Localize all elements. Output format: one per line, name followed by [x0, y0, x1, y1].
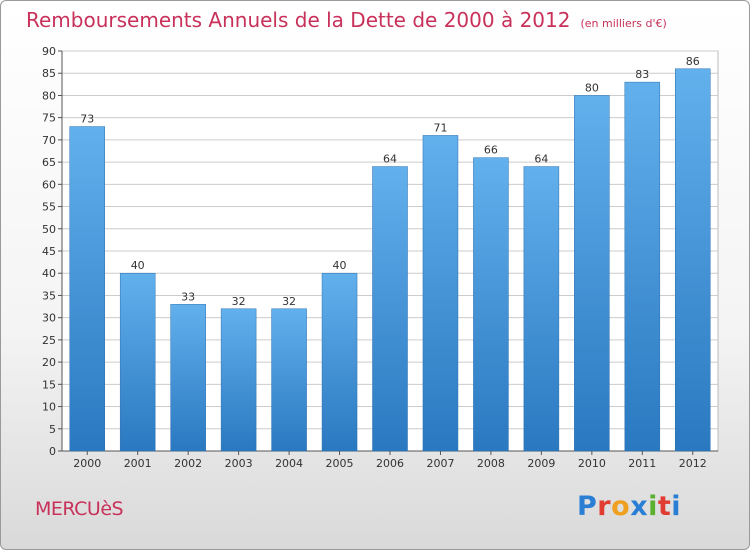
commune-name: MERCUèS: [35, 498, 124, 520]
bar-value-label: 83: [635, 68, 649, 81]
proxiti-logo: Proxiti: [577, 491, 681, 522]
x-tick-label: 2006: [376, 457, 404, 470]
y-tick-label: 0: [49, 445, 56, 458]
bar-value-label: 64: [383, 153, 397, 166]
bar-value-label: 32: [232, 295, 246, 308]
y-tick-label: 75: [42, 112, 56, 125]
logo-letter: o: [611, 491, 631, 522]
y-tick-label: 80: [42, 89, 56, 102]
chart-title-text: Remboursements Annuels de la Dette de 20…: [26, 8, 571, 32]
logo-letter: P: [577, 491, 598, 522]
bar: [271, 308, 307, 452]
bar-value-label: 73: [80, 113, 94, 126]
chart-subtitle: (en milliers d'€): [580, 17, 667, 30]
bar: [372, 166, 408, 452]
bar-value-label: 33: [181, 290, 195, 303]
x-tick-label: 2009: [527, 457, 555, 470]
y-tick-label: 40: [42, 267, 56, 280]
logo-letter: i: [648, 491, 658, 522]
y-tick-label: 10: [42, 401, 56, 414]
y-tick-label: 25: [42, 334, 56, 347]
y-tick-label: 60: [42, 178, 56, 191]
y-tick-label: 35: [42, 289, 56, 302]
bar: [321, 272, 358, 452]
y-tick-label: 20: [42, 356, 56, 369]
y-tick-label: 50: [42, 223, 56, 236]
x-tick-label: 2004: [275, 457, 303, 470]
x-tick-label: 2010: [578, 457, 606, 470]
x-tick-label: 2000: [73, 457, 101, 470]
bar-value-label: 71: [433, 121, 447, 134]
bar-value-label: 80: [585, 81, 599, 94]
x-tick-label: 2012: [679, 457, 707, 470]
bar: [675, 68, 711, 452]
bar-value-label: 40: [131, 259, 145, 272]
chart-title: Remboursements Annuels de la Dette de 20…: [26, 8, 667, 32]
y-tick-label: 65: [42, 156, 56, 169]
bar: [220, 308, 257, 452]
logo-letter: i: [671, 491, 682, 522]
bar: [624, 81, 661, 452]
y-tick-label: 90: [42, 45, 56, 58]
y-tick-label: 55: [42, 201, 56, 214]
bar: [422, 135, 459, 452]
x-tick-label: 2007: [426, 457, 454, 470]
logo-letter: r: [597, 491, 612, 522]
bar-value-label: 40: [333, 259, 347, 272]
x-tick-label: 2001: [124, 457, 152, 470]
bar-value-label: 86: [686, 55, 700, 68]
y-tick-label: 30: [42, 312, 56, 325]
x-tick-label: 2005: [326, 457, 354, 470]
bar: [473, 157, 509, 452]
bar: [574, 95, 610, 452]
bar-value-label: 64: [534, 153, 548, 166]
x-tick-label: 2002: [174, 457, 202, 470]
bar: [69, 126, 105, 452]
y-tick-label: 70: [42, 134, 56, 147]
x-tick-label: 2011: [628, 457, 656, 470]
logo-letter: t: [657, 491, 672, 522]
y-tick-label: 85: [42, 67, 56, 80]
bar: [119, 272, 156, 452]
x-tick-label: 2008: [477, 457, 505, 470]
y-tick-label: 5: [49, 423, 56, 436]
y-tick-label: 45: [42, 245, 56, 258]
bar: [170, 304, 206, 452]
logo-letter: x: [630, 491, 649, 522]
bar-value-label: 66: [484, 144, 498, 157]
x-tick-label: 2003: [225, 457, 253, 470]
bar-value-label: 32: [282, 295, 296, 308]
bar: [523, 166, 560, 452]
y-tick-label: 15: [42, 378, 56, 391]
